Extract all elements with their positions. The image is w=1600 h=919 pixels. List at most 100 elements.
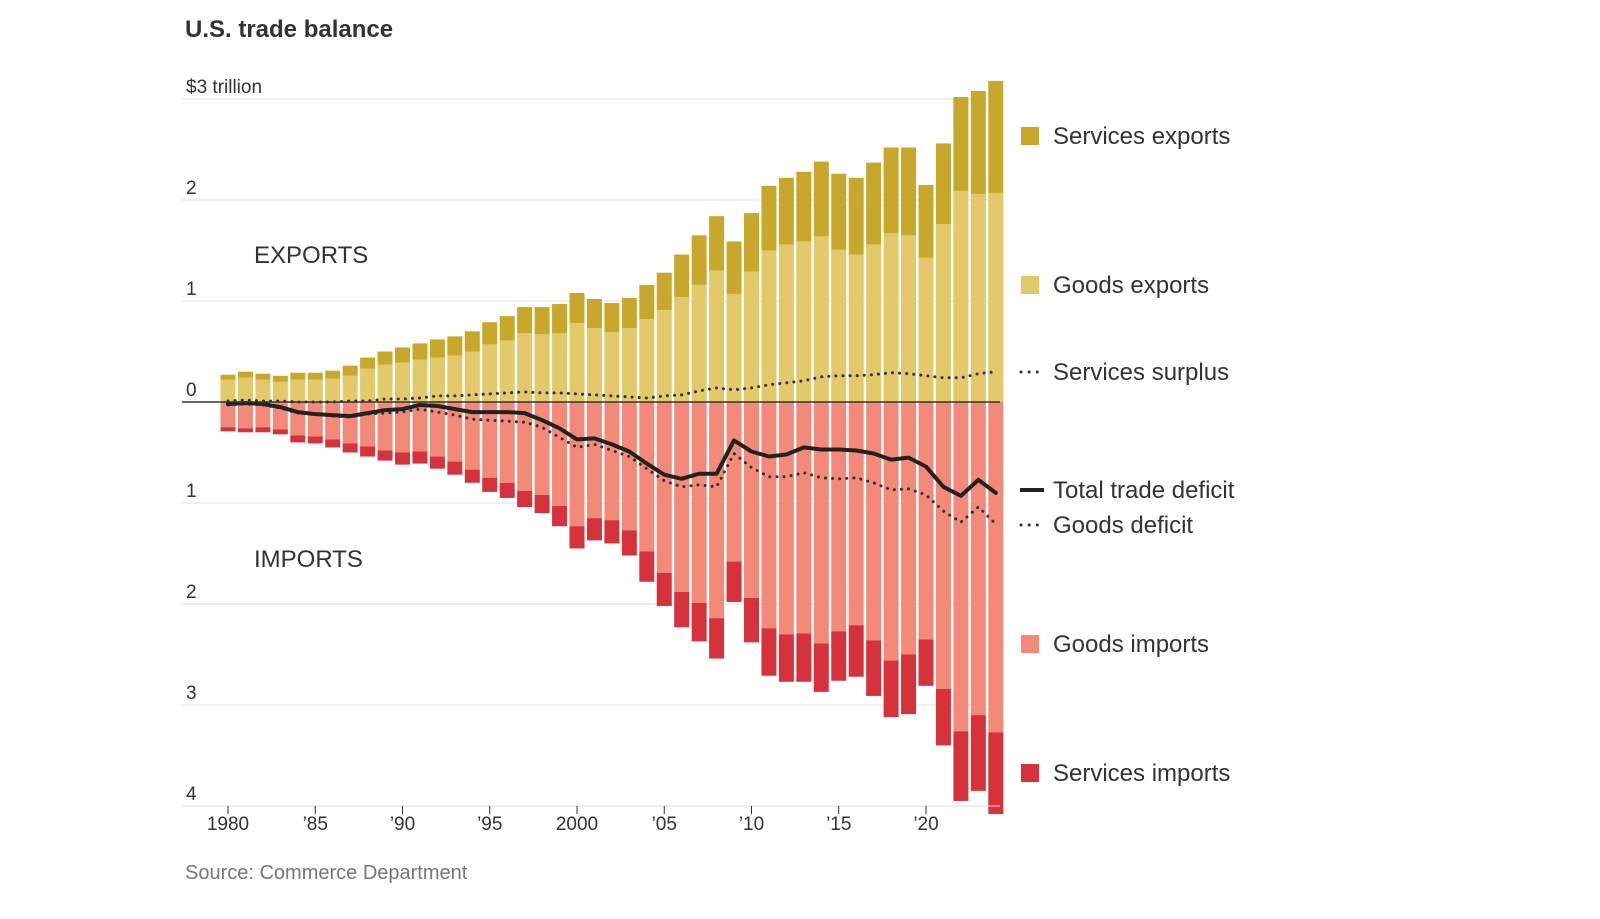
bar-services-imports — [778, 634, 794, 682]
bar-services-exports — [586, 298, 602, 329]
bar-goods-exports — [360, 368, 376, 402]
y-tick-label: 2 — [186, 582, 197, 603]
bar-services-imports — [360, 446, 376, 457]
bar-services-exports — [621, 297, 637, 329]
bar-services-imports — [866, 640, 882, 696]
bar-goods-exports — [674, 296, 690, 402]
bar-goods-imports — [586, 402, 602, 519]
bar-services-imports — [988, 732, 1004, 815]
bar-services-imports — [586, 518, 602, 541]
x-tick-label: ’95 — [477, 814, 502, 835]
bar-goods-imports — [901, 402, 917, 655]
bar-services-imports — [482, 477, 498, 492]
bar-services-imports — [726, 561, 742, 602]
bar-goods-exports — [744, 271, 759, 402]
bar-services-exports — [674, 254, 690, 297]
bar-services-imports — [691, 602, 707, 642]
bar-goods-imports — [639, 402, 655, 552]
legend-swatch-goods-exports — [1021, 276, 1039, 294]
bar-goods-imports — [709, 402, 725, 619]
legend-label-total-trade-deficit: Total trade deficit — [1053, 477, 1235, 504]
bar-services-exports — [744, 213, 759, 272]
bar-goods-exports — [953, 190, 969, 402]
bar-goods-imports — [674, 402, 690, 592]
bar-services-imports — [499, 482, 515, 498]
bar-goods-imports — [377, 402, 393, 451]
bar-services-imports — [674, 591, 690, 628]
bar-goods-imports — [429, 402, 445, 457]
bar-services-imports — [377, 450, 393, 461]
y-tick-label: 3 — [186, 683, 197, 704]
bar-goods-imports — [412, 402, 428, 452]
legend-label-services-imports: Services imports — [1053, 760, 1230, 787]
bar-goods-exports — [237, 377, 253, 402]
bar-services-imports — [395, 452, 410, 465]
bar-services-exports — [552, 304, 568, 334]
x-tick-label: ’20 — [913, 814, 938, 835]
bar-goods-imports — [360, 402, 376, 447]
bar-goods-imports — [552, 402, 568, 507]
bar-goods-exports — [290, 379, 306, 402]
bar-services-imports — [744, 597, 759, 643]
bar-services-imports — [237, 428, 253, 433]
x-tick-label: ’90 — [390, 814, 415, 835]
bar-goods-exports — [342, 375, 358, 402]
bar-goods-exports — [656, 310, 672, 402]
bar-services-exports — [935, 143, 951, 225]
bar-goods-imports — [970, 402, 986, 716]
bar-services-exports — [866, 162, 882, 245]
bar-goods-imports — [953, 402, 969, 732]
legend: Services exports Goods exports Services su… — [1019, 123, 1235, 787]
y-tick-label: $3 trillion — [186, 77, 262, 98]
bar-services-exports — [325, 370, 341, 379]
bar-services-imports — [534, 494, 550, 514]
exports-region-label: EXPORTS — [254, 242, 368, 269]
bar-services-imports — [901, 654, 917, 715]
bar-goods-imports — [691, 402, 707, 603]
x-tick-label: 1980 — [207, 814, 249, 835]
bar-services-exports — [377, 351, 393, 365]
bar-goods-imports — [499, 402, 515, 483]
line-total-trade-deficit — [226, 401, 998, 498]
bar-services-imports — [307, 436, 323, 444]
bar-services-exports — [848, 177, 864, 255]
bar-services-imports — [220, 427, 236, 432]
bar-services-exports — [883, 147, 899, 234]
bar-services-exports — [395, 347, 410, 363]
bar-services-exports — [429, 339, 445, 358]
bar-services-exports — [970, 90, 986, 194]
bar-services-exports — [412, 343, 428, 360]
x-tick-label: 2000 — [556, 814, 598, 835]
bar-services-exports — [360, 357, 376, 369]
bar-goods-exports — [901, 235, 917, 402]
bar-goods-imports — [255, 402, 271, 428]
bar-goods-exports — [412, 359, 428, 402]
bar-services-exports — [726, 241, 742, 294]
bar-services-exports — [517, 307, 533, 334]
y-tick-label: 4 — [186, 784, 197, 805]
bar-services-imports — [429, 456, 445, 469]
bar-goods-exports — [761, 250, 777, 402]
bar-goods-imports — [220, 402, 236, 428]
x-tick-label: ’05 — [652, 814, 677, 835]
bar-services-imports — [970, 715, 986, 791]
bar-goods-exports — [534, 334, 550, 402]
imports-region-label: IMPORTS — [254, 546, 363, 573]
bar-services-exports — [220, 374, 236, 380]
bar-services-exports — [778, 177, 794, 245]
bar-services-imports — [272, 429, 288, 435]
bar-services-exports — [918, 184, 934, 258]
bar-goods-imports — [290, 402, 306, 436]
bar-goods-imports — [761, 402, 777, 629]
bar-goods-exports — [831, 249, 847, 402]
axes: $3 trillion 2 1 0 1 2 3 4 1980 ’85 ’90 ’95 2000 ’05 ’1… — [182, 77, 1000, 835]
bar-services-imports — [656, 572, 672, 607]
bar-services-imports — [447, 461, 463, 475]
legend-swatch-services-exports — [1021, 127, 1039, 145]
bar-goods-imports — [744, 402, 759, 598]
bar-services-exports — [604, 303, 620, 333]
x-tick-label: ’10 — [739, 814, 764, 835]
bar-goods-exports — [499, 340, 515, 402]
bar-services-exports — [988, 80, 1004, 193]
